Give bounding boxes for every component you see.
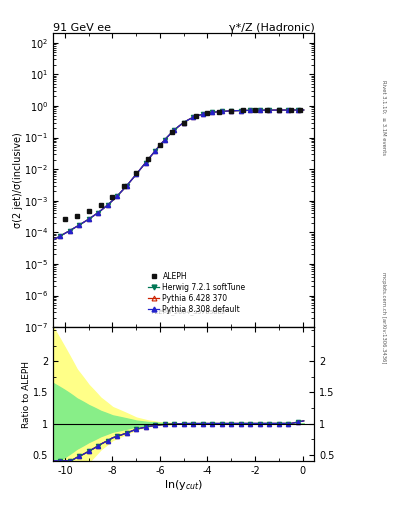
Y-axis label: Ratio to ALEPH: Ratio to ALEPH (22, 360, 31, 428)
Y-axis label: σ(2 jet)/σ(inclusive): σ(2 jet)/σ(inclusive) (13, 133, 23, 228)
X-axis label: ln(y$_{cut}$): ln(y$_{cut}$) (164, 478, 203, 493)
Legend: ALEPH, Herwig 7.2.1 softTune, Pythia 6.428 370, Pythia 8.308 default: ALEPH, Herwig 7.2.1 softTune, Pythia 6.4… (145, 269, 249, 317)
Text: γ*/Z (Hadronic): γ*/Z (Hadronic) (229, 23, 314, 32)
Text: ALEPH_2004_S5765862: ALEPH_2004_S5765862 (152, 310, 226, 315)
Text: 91 GeV ee: 91 GeV ee (53, 23, 111, 32)
Text: mcplots.cern.ch [arXiv:1306.3436]: mcplots.cern.ch [arXiv:1306.3436] (381, 272, 386, 363)
Text: Rivet 3.1.10;  ≥ 3.1M events: Rivet 3.1.10; ≥ 3.1M events (381, 80, 386, 155)
